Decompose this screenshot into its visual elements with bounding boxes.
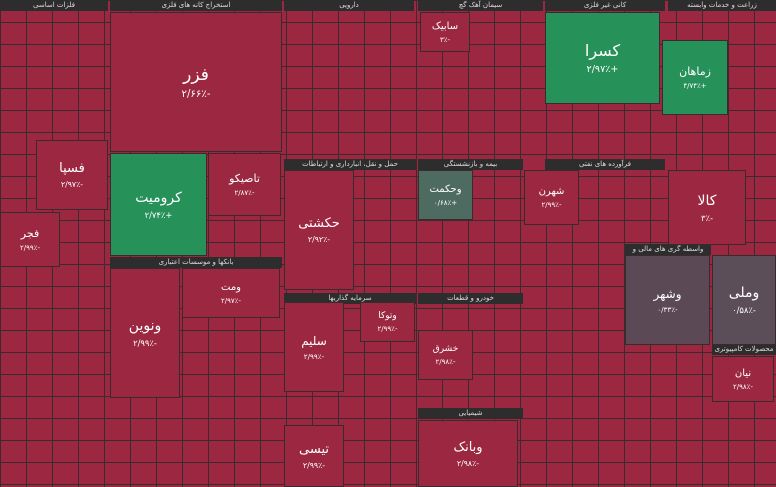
- ticker: خشرق: [432, 344, 459, 354]
- stock-tile[interactable]: ومت -۲/۹۷٪: [182, 268, 280, 318]
- change: -۲/۹۹٪: [20, 244, 40, 252]
- change: -۰/۵۸٪: [732, 305, 756, 315]
- change: +۲/۷۴٪: [144, 209, 173, 220]
- sector-header: استخراج کانه های فلزی: [110, 0, 282, 11]
- ticker: ومت: [221, 281, 242, 293]
- ticker: سابیک: [431, 20, 459, 32]
- change: -۳٪: [439, 35, 451, 44]
- ticker: نیان: [734, 367, 752, 379]
- stock-tile[interactable]: فزر -۲/۶۶٪: [110, 12, 282, 152]
- stock-tile[interactable]: کرومیت +۲/۷۴٪: [110, 153, 207, 256]
- ticker: کالا: [697, 192, 717, 209]
- change: -۲/۹۸٪: [435, 358, 456, 366]
- change: +۴/۷۴٪: [683, 82, 707, 90]
- stock-tile[interactable]: فسپا -۲/۹۷٪: [36, 140, 108, 210]
- ticker: فزر: [183, 64, 209, 85]
- stock-tile[interactable]: وحکمت +۰/۶۸٪: [418, 170, 473, 220]
- sector-header: واسطه گری های مالی و پولی: [625, 244, 711, 264]
- stock-tile[interactable]: نیان -۲/۹۸٪: [712, 356, 774, 402]
- stock-tile[interactable]: فجر -۲/۹۹٪: [0, 212, 60, 267]
- stock-tile[interactable]: شهرن -۲/۹۹٪: [524, 170, 579, 225]
- stock-tile[interactable]: ونوین -۲/۹۹٪: [110, 268, 180, 398]
- change: -۲/۸۷٪: [234, 189, 255, 197]
- stock-tile[interactable]: سابیک -۳٪: [420, 12, 470, 52]
- change: -۲/۹۹٪: [377, 325, 398, 333]
- stock-tile[interactable]: تاصیکو -۲/۸۷٪: [208, 153, 281, 216]
- change: -۲/۹۷٪: [221, 296, 241, 305]
- ticker: وشهر: [653, 286, 682, 301]
- stock-tile[interactable]: زماهان +۴/۷۴٪: [662, 40, 728, 115]
- change: -۲/۹۷٪: [60, 180, 84, 189]
- ticker: تیسی: [299, 442, 329, 457]
- sector-header: کانی غیر فلزی: [545, 0, 665, 11]
- sector-header: فلزات اساسی: [0, 0, 108, 11]
- ticker: فسپا: [59, 161, 85, 176]
- stock-tile[interactable]: سلیم -۲/۹۹٪: [284, 302, 344, 392]
- sector-header: حمل و نقل، انبارداری و ارتباطات: [284, 159, 416, 170]
- sector-header: محصولات کامپیوتری: [712, 344, 776, 355]
- change: -۰/۳۳٪: [657, 304, 678, 314]
- sector-header: فرآورده های نفتی: [545, 159, 665, 170]
- ticker: کسرا: [584, 41, 621, 60]
- ticker: فجر: [20, 227, 40, 240]
- change: -۲/۶۶٪: [181, 88, 211, 100]
- change: -۳٪: [700, 212, 714, 223]
- sector-header: سیمان آهک گچ: [418, 0, 543, 11]
- sector-header: بانکها و موسسات اعتباری: [110, 257, 282, 268]
- ticker: تاصیکو: [229, 172, 260, 185]
- stock-tile[interactable]: وبانک -۲/۹۸٪: [418, 420, 518, 487]
- change: -۲/۹۹٪: [541, 201, 562, 209]
- stock-tile[interactable]: کسرا +۲/۹۷٪: [545, 12, 660, 104]
- change: -۲/۹۹٪: [133, 338, 157, 348]
- change: +۲/۹۷٪: [586, 64, 619, 75]
- stock-tile[interactable]: خشرق -۲/۹۸٪: [418, 330, 473, 380]
- ticker: شهرن: [538, 186, 565, 197]
- sector-header: شیمیایی: [418, 408, 523, 419]
- sector-header: خودرو و قطعات: [418, 293, 523, 304]
- sector-header: سرمایه گذاریها: [284, 293, 416, 304]
- stock-tile[interactable]: وملی -۰/۵۸٪: [712, 255, 776, 345]
- change: -۲/۹۸٪: [456, 458, 480, 468]
- ticker: زماهان: [679, 65, 711, 78]
- ticker: سلیم: [301, 333, 327, 348]
- ticker: وملی: [728, 285, 760, 301]
- ticker: وتوکا: [378, 311, 397, 321]
- change: -۲/۹۲٪: [307, 235, 331, 244]
- change: -۲/۹۹٪: [302, 461, 326, 470]
- stock-tile[interactable]: کالا -۳٪: [668, 170, 746, 245]
- ticker: وحکمت: [429, 183, 462, 195]
- ticker: وبانک: [453, 439, 483, 455]
- ticker: کرومیت: [135, 189, 182, 206]
- change: -۲/۹۹٪: [303, 351, 325, 361]
- change: +۰/۶۸٪: [433, 198, 458, 207]
- ticker: حکشتی: [298, 216, 340, 231]
- stock-tile[interactable]: حکشتی -۲/۹۲٪: [284, 170, 354, 290]
- change: -۲/۹۸٪: [733, 382, 753, 391]
- stock-tile[interactable]: وتوکا -۲/۹۹٪: [360, 302, 415, 342]
- stock-tile[interactable]: تیسی -۲/۹۹٪: [284, 425, 344, 487]
- sector-header: زراعت و خدمات وابسته: [668, 0, 776, 11]
- sector-header: بیمه و بازنشستگی: [418, 159, 523, 170]
- sector-header: دارویی: [284, 0, 414, 11]
- stock-tile[interactable]: وشهر -۰/۳۳٪: [625, 255, 710, 345]
- ticker: ونوین: [128, 318, 162, 334]
